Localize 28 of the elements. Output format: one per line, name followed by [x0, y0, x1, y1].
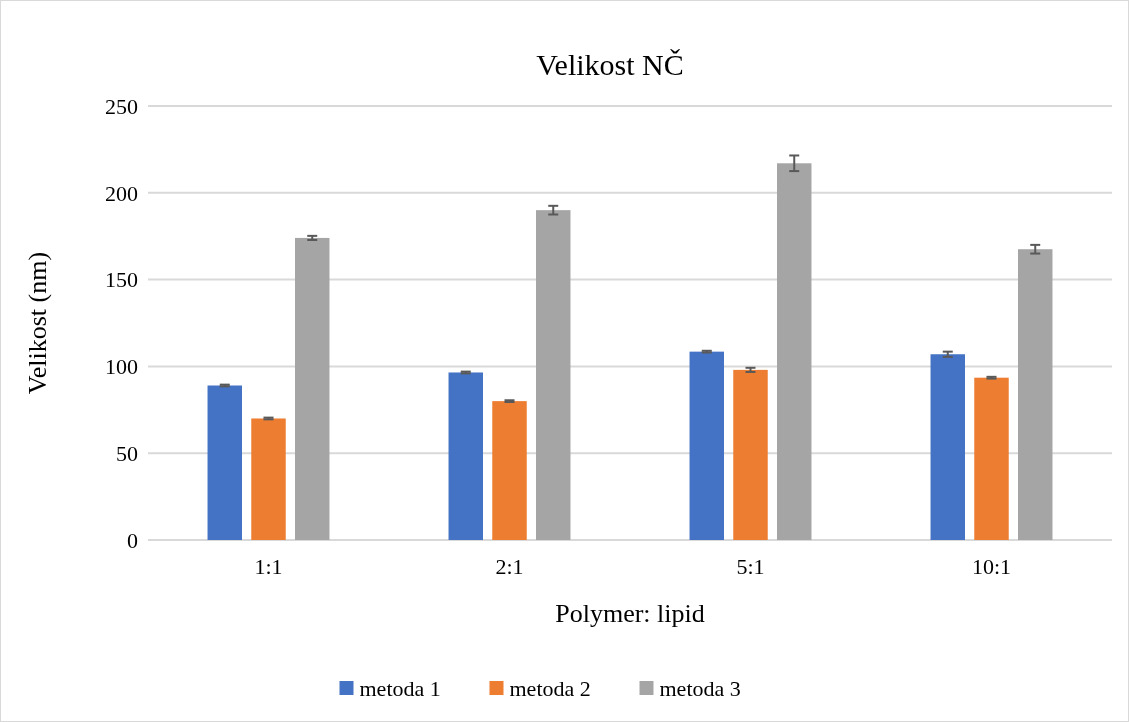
bar: [777, 163, 812, 540]
chart-title: Velikost NČ: [536, 48, 684, 81]
x-tick-label: 2:1: [495, 554, 524, 579]
legend-label: metoda 1: [359, 675, 441, 701]
legend-label: metoda 3: [659, 675, 741, 701]
bar: [974, 377, 1009, 540]
bar: [295, 237, 330, 540]
bar: [492, 401, 527, 540]
bar: [251, 418, 286, 540]
x-tick-label: 10:1: [971, 554, 1012, 579]
bar: [448, 372, 483, 540]
y-tick-label: 0: [127, 527, 138, 553]
bar: [1018, 249, 1053, 540]
y-tick-label: 250: [105, 93, 138, 119]
y-axis-title: Velikost (nm): [23, 251, 52, 395]
x-tick-label: 5:1: [736, 554, 765, 579]
y-tick-label: 100: [105, 354, 138, 380]
y-tick-label: 50: [116, 440, 138, 466]
x-tick-label: 1:1: [254, 554, 283, 579]
bar: [930, 354, 965, 540]
legend-label: metoda 2: [509, 675, 591, 701]
y-tick-label: 150: [105, 267, 138, 293]
bar: [689, 351, 724, 540]
y-tick-label: 200: [105, 180, 138, 206]
bar: [536, 210, 571, 540]
bar: [733, 369, 768, 540]
x-axis-title: Polymer: lipid: [555, 599, 705, 628]
bar: [207, 385, 242, 540]
